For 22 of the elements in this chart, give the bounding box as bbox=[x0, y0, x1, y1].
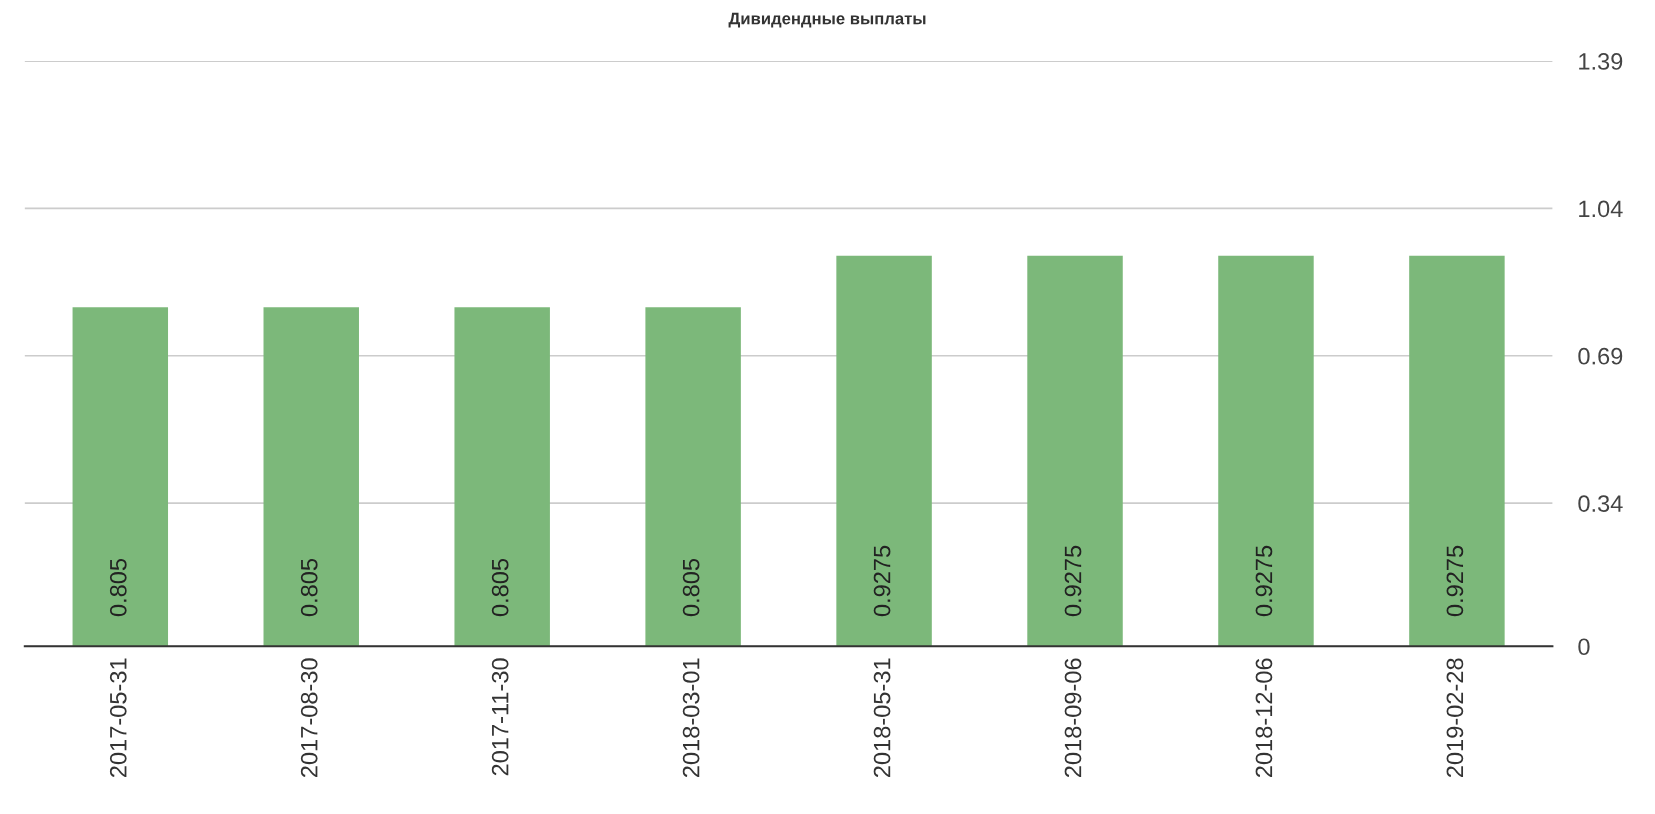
data-label: 0.9275 bbox=[1446, 545, 1464, 617]
data-label: 0.9275 bbox=[1064, 545, 1082, 617]
data-label: 0.805 bbox=[109, 558, 127, 617]
x-tick-label: 2018-09-06 bbox=[1064, 658, 1082, 777]
x-tick-label: 2017-11-30 bbox=[491, 658, 509, 776]
x-tick-label: 2018-03-01 bbox=[682, 658, 700, 777]
data-label: 0.9275 bbox=[873, 545, 891, 617]
x-tick-label: 2017-08-30 bbox=[300, 658, 318, 777]
data-label: 0.805 bbox=[491, 558, 509, 617]
data-label: 0.9275 bbox=[1255, 545, 1273, 617]
data-label: 0.805 bbox=[682, 558, 700, 617]
y-tick-label: 1.39 bbox=[1579, 53, 1623, 70]
x-tick-label: 2017-05-31 bbox=[109, 658, 127, 777]
chart-title: Дивидендные выплаты bbox=[728, 12, 926, 28]
y-tick-label: 0 bbox=[1578, 638, 1590, 656]
y-tick-label: 1.04 bbox=[1579, 200, 1623, 218]
x-tick-label: 2018-05-31 bbox=[873, 658, 891, 777]
x-tick-label: 2019-02-28 bbox=[1446, 658, 1464, 777]
data-label: 0.805 bbox=[300, 558, 318, 617]
y-tick-label: 0.69 bbox=[1578, 347, 1623, 365]
y-tick-label: 0.34 bbox=[1578, 495, 1623, 512]
x-tick-label: 2018-12-06 bbox=[1255, 658, 1273, 777]
